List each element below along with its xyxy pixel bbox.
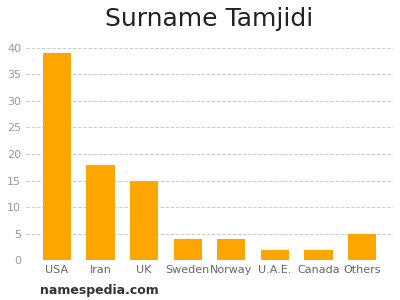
Bar <box>304 250 333 260</box>
Bar <box>261 250 289 260</box>
Bar <box>43 53 71 260</box>
Title: Surname Tamjidi: Surname Tamjidi <box>105 7 314 31</box>
Bar <box>130 181 158 260</box>
Text: namespedia.com: namespedia.com <box>40 284 159 297</box>
Bar <box>217 239 246 260</box>
Bar <box>174 239 202 260</box>
Bar <box>348 234 376 260</box>
Bar <box>86 165 115 260</box>
